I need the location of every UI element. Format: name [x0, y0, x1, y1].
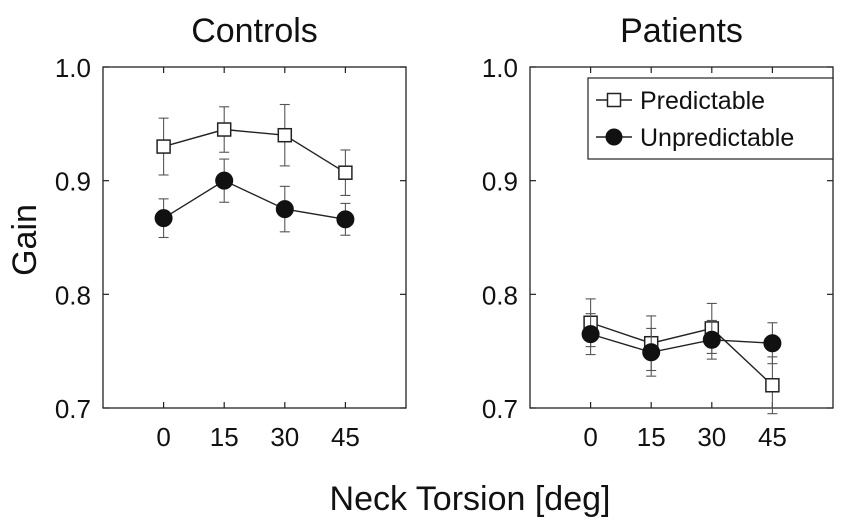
legend-label: Predictable [640, 87, 765, 115]
x-axis-label: Neck Torsion [deg] [330, 480, 611, 518]
y-tick-label: 1.0 [55, 53, 91, 83]
y-tick-label: 0.9 [55, 167, 91, 197]
data-point-unpredictable [642, 343, 661, 362]
data-point-unpredictable [215, 171, 234, 190]
legend-label: Unpredictable [640, 124, 794, 152]
y-tick-label: 0.8 [482, 280, 518, 310]
y-tick-label: 0.9 [482, 167, 518, 197]
plot-frame [529, 66, 834, 409]
y-axis-label: Gain [6, 204, 44, 276]
x-tick-label: 30 [697, 422, 726, 452]
chart-title: Patients [620, 12, 743, 50]
data-point-predictable [338, 165, 353, 180]
data-point-predictable [765, 378, 780, 393]
series-line-unpredictable [163, 179, 346, 221]
x-tick-label: 30 [270, 422, 299, 452]
y-tick-label: 0.8 [55, 280, 91, 310]
chart-title: Controls [191, 12, 318, 50]
series-line-predictable [163, 128, 346, 174]
legend-box [587, 77, 834, 160]
data-point-predictable [277, 127, 293, 143]
x-tick-label: 45 [758, 422, 787, 452]
data-point-unpredictable [275, 200, 294, 219]
data-point-unpredictable [154, 209, 173, 228]
x-tick-label: 15 [637, 422, 666, 452]
y-tick-label: 0.7 [55, 394, 91, 424]
series-line-unpredictable [590, 333, 773, 354]
x-tick-label: 15 [210, 422, 239, 452]
y-tick-label: 0.7 [482, 394, 518, 424]
data-point-unpredictable [763, 334, 782, 353]
x-tick-label: 45 [331, 422, 360, 452]
legend-marker-square [606, 92, 622, 108]
y-tick-label: 1.0 [482, 53, 518, 83]
data-point-predictable [156, 139, 171, 154]
plot-frame [102, 66, 407, 409]
data-point-predictable [216, 122, 232, 137]
data-point-unpredictable [336, 210, 355, 229]
series-line-predictable [590, 322, 773, 386]
x-tick-label: 0 [156, 422, 170, 452]
x-tick-label: 0 [583, 422, 597, 452]
data-point-unpredictable [702, 330, 721, 349]
data-point-unpredictable [581, 325, 600, 344]
legend-marker-circle [605, 128, 623, 146]
